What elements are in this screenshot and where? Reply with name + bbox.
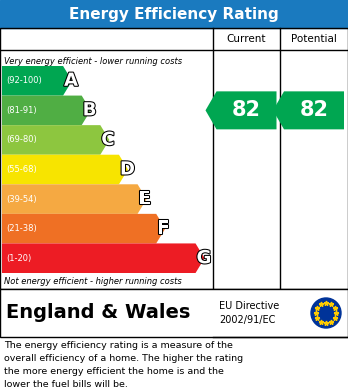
Polygon shape xyxy=(2,95,91,125)
Text: 82: 82 xyxy=(300,100,329,120)
Text: Energy Efficiency Rating: Energy Efficiency Rating xyxy=(69,7,279,22)
Text: Not energy efficient - higher running costs: Not energy efficient - higher running co… xyxy=(4,276,182,285)
Text: (39-54): (39-54) xyxy=(6,195,37,204)
Bar xyxy=(0,0,348,28)
Text: B: B xyxy=(83,101,96,119)
Text: England & Wales: England & Wales xyxy=(6,303,190,323)
Polygon shape xyxy=(273,91,344,129)
Text: (1-20): (1-20) xyxy=(6,254,31,263)
Bar xyxy=(0,28,348,289)
Text: C: C xyxy=(101,131,114,149)
Text: EU Directive
2002/91/EC: EU Directive 2002/91/EC xyxy=(219,301,279,325)
Text: (21-38): (21-38) xyxy=(6,224,37,233)
Text: F: F xyxy=(157,220,169,238)
Text: G: G xyxy=(197,249,212,267)
Circle shape xyxy=(311,298,341,328)
Polygon shape xyxy=(2,155,128,184)
Text: E: E xyxy=(139,190,151,208)
Text: A: A xyxy=(64,72,78,90)
Polygon shape xyxy=(2,66,72,95)
Polygon shape xyxy=(2,244,205,273)
Text: The energy efficiency rating is a measure of the
overall efficiency of a home. T: The energy efficiency rating is a measur… xyxy=(4,341,243,389)
Polygon shape xyxy=(2,184,147,214)
Text: (55-68): (55-68) xyxy=(6,165,37,174)
Text: Very energy efficient - lower running costs: Very energy efficient - lower running co… xyxy=(4,57,182,66)
Text: (92-100): (92-100) xyxy=(6,76,42,85)
Bar xyxy=(0,289,348,337)
Text: D: D xyxy=(120,160,135,179)
Polygon shape xyxy=(2,125,109,155)
Text: Current: Current xyxy=(227,34,266,44)
Polygon shape xyxy=(2,214,165,244)
Text: (69-80): (69-80) xyxy=(6,135,37,144)
Text: Potential: Potential xyxy=(291,34,337,44)
Text: (81-91): (81-91) xyxy=(6,106,37,115)
Text: 82: 82 xyxy=(232,100,261,120)
Polygon shape xyxy=(206,91,277,129)
